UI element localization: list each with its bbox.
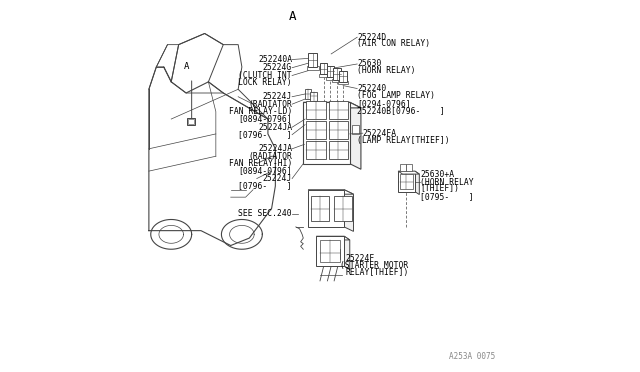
Bar	[308, 53, 317, 67]
Text: [0894-0796]: [0894-0796]	[239, 167, 292, 176]
Text: 252240: 252240	[357, 84, 387, 93]
Text: 252240A: 252240A	[258, 55, 292, 64]
Text: [0796-    ]: [0796- ]	[239, 130, 292, 139]
Text: (AIR CON RELAY): (AIR CON RELAY)	[357, 39, 430, 48]
Bar	[306, 101, 326, 119]
Text: A: A	[184, 62, 189, 71]
Polygon shape	[316, 236, 349, 240]
Text: FAN RELAY-LD): FAN RELAY-LD)	[228, 107, 292, 116]
Bar	[316, 236, 344, 266]
Text: (HORN RELAY: (HORN RELAY	[420, 178, 474, 187]
Bar	[326, 66, 334, 77]
Text: [THIEF]): [THIEF])	[420, 185, 460, 193]
Bar	[305, 89, 312, 99]
Bar	[328, 141, 348, 159]
Text: 25224J: 25224J	[263, 92, 292, 101]
Bar	[310, 196, 330, 221]
Bar	[328, 121, 348, 139]
Bar	[187, 118, 195, 125]
Bar	[332, 79, 342, 82]
Text: [0795-    ]: [0795- ]	[420, 192, 474, 201]
Bar	[320, 63, 328, 74]
Bar	[310, 92, 317, 101]
Bar	[306, 141, 326, 159]
Text: (RADIATOR: (RADIATOR	[248, 100, 292, 109]
Text: (LAMP RELAY[THIEF]): (LAMP RELAY[THIEF])	[357, 136, 450, 145]
Bar	[306, 121, 326, 139]
Polygon shape	[349, 102, 361, 169]
Text: (FOG LAMP RELAY): (FOG LAMP RELAY)	[357, 92, 435, 100]
Bar	[338, 81, 348, 84]
Polygon shape	[308, 190, 344, 227]
Text: SEE SEC.240: SEE SEC.240	[239, 209, 292, 218]
Text: 25224FA: 25224FA	[363, 129, 397, 138]
Polygon shape	[398, 171, 419, 174]
Text: 25224F: 25224F	[346, 254, 374, 263]
Text: A253A 0075: A253A 0075	[449, 352, 495, 361]
Text: 25630: 25630	[357, 60, 381, 68]
Text: [0894-0796]: [0894-0796]	[239, 115, 292, 124]
Text: 25224JA: 25224JA	[258, 144, 292, 153]
Text: [0294-0796]: [0294-0796]	[357, 99, 411, 108]
Text: 25630+A: 25630+A	[420, 170, 454, 179]
Text: FAN RELAY-HI): FAN RELAY-HI)	[228, 159, 292, 168]
Text: RELAY[THIEF]): RELAY[THIEF])	[346, 268, 409, 277]
Text: (HORN RELAY): (HORN RELAY)	[357, 66, 416, 75]
Bar	[307, 66, 319, 70]
Polygon shape	[344, 190, 353, 231]
Text: (RADIATOR: (RADIATOR	[248, 152, 292, 161]
Bar	[188, 119, 195, 124]
Polygon shape	[415, 171, 419, 195]
Bar	[339, 71, 347, 82]
Polygon shape	[303, 102, 361, 108]
Bar	[400, 164, 406, 171]
Bar	[319, 74, 328, 77]
Bar	[351, 125, 359, 134]
Text: (STARTER MOTOR: (STARTER MOTOR	[340, 261, 409, 270]
Bar	[326, 77, 335, 80]
Text: 25224JA: 25224JA	[258, 123, 292, 132]
Text: 25224J: 25224J	[263, 174, 292, 183]
Text: (CLUTCH INT: (CLUTCH INT	[239, 71, 292, 80]
Polygon shape	[344, 236, 349, 270]
Bar	[406, 164, 412, 171]
Bar	[334, 196, 353, 221]
Text: 252240B[0796-    ]: 252240B[0796- ]	[357, 106, 445, 115]
Bar	[401, 174, 413, 189]
Bar	[398, 171, 415, 192]
Text: LOCK RELAY): LOCK RELAY)	[239, 78, 292, 87]
Text: A: A	[289, 10, 296, 23]
Polygon shape	[308, 190, 353, 194]
Polygon shape	[303, 102, 349, 164]
Text: 25224G: 25224G	[263, 63, 292, 72]
Bar	[320, 240, 340, 262]
Text: [0796-    ]: [0796- ]	[239, 182, 292, 190]
Text: 25224D: 25224D	[357, 33, 387, 42]
Bar	[328, 101, 348, 119]
Bar	[333, 68, 341, 80]
